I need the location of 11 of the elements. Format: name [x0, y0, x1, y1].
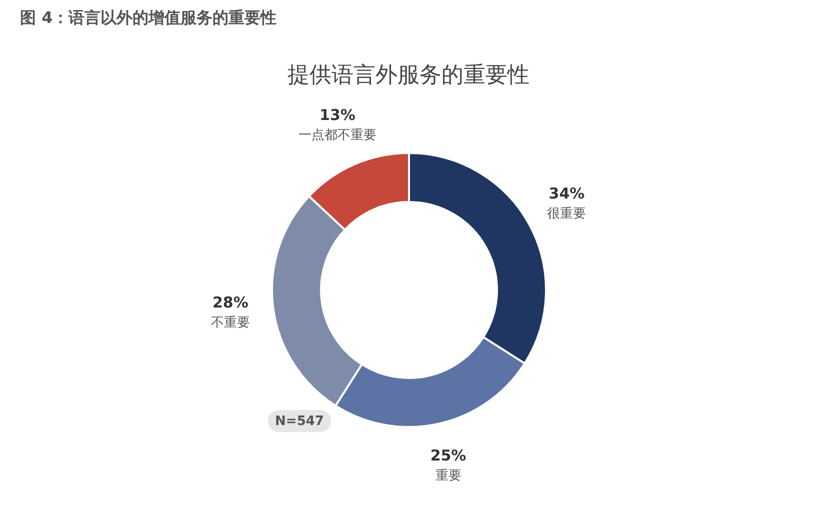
- text: N=547: [275, 414, 324, 429]
- data-label: 34%: [548, 184, 585, 202]
- slice-label: 重要: [435, 468, 462, 484]
- data-label: 28%: [212, 294, 248, 312]
- slice-label: 一点都不重要: [298, 128, 377, 143]
- data-label: 13%: [320, 106, 356, 124]
- slice-label: 很重要: [547, 206, 586, 222]
- data-label: 25%: [430, 446, 466, 465]
- caption: 图 4：语言以外的增值服务的重要性: [20, 8, 277, 27]
- slice-label: 不重要: [210, 316, 250, 331]
- chart-title: 提供语言外服务的重要性: [288, 63, 530, 88]
